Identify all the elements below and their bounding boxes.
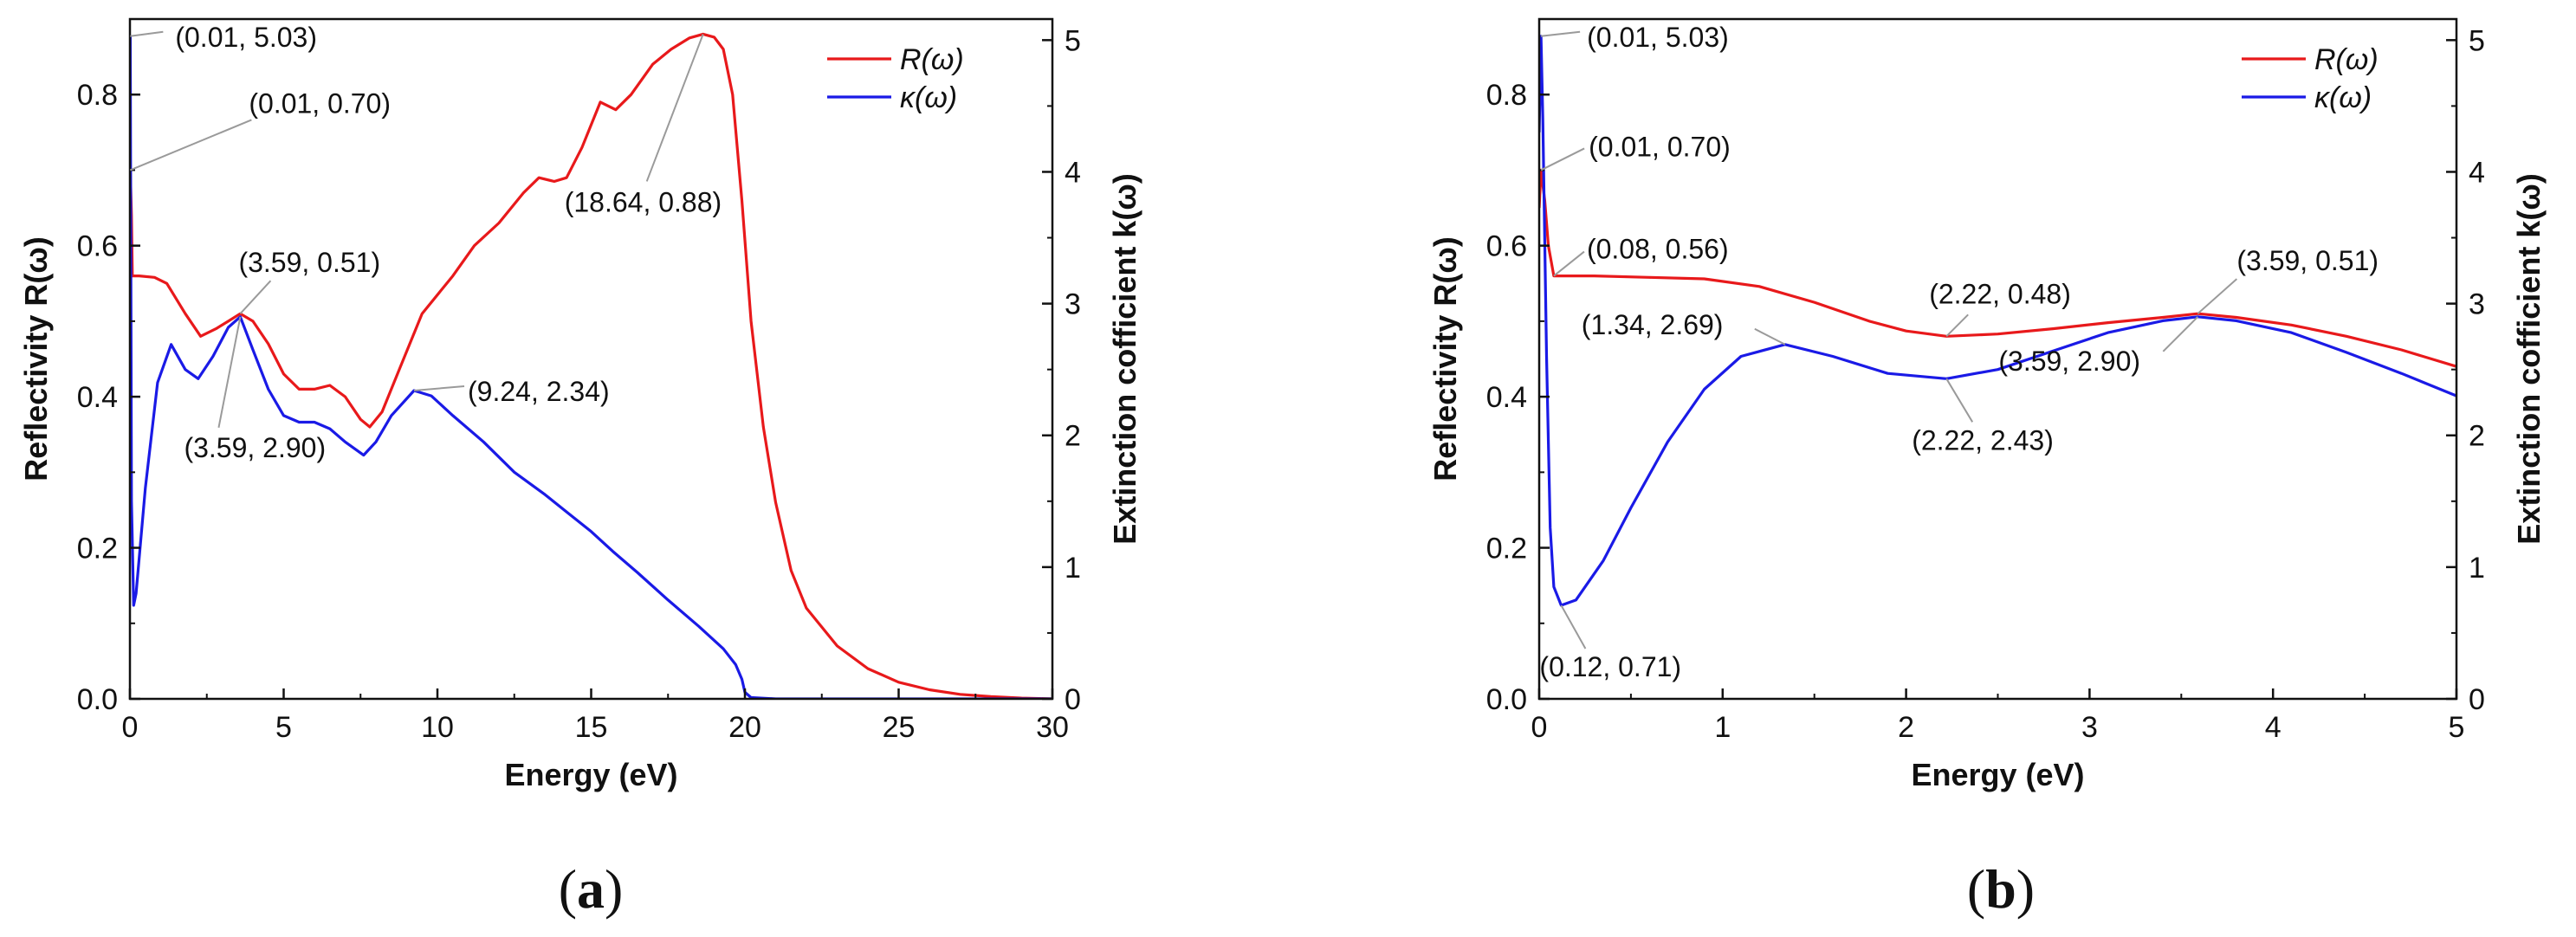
x-tick-label: 25 (883, 711, 916, 744)
annotation-label: (0.01, 0.70) (249, 87, 391, 119)
x-tick-label: 0 (122, 711, 139, 744)
y-right-axis-title: Extinction cofficient k(ω) (2511, 173, 2547, 544)
series-line-reflectivity (130, 32, 1052, 699)
y-left-tick-label: 0.4 (77, 381, 118, 414)
annotation-leader (2162, 316, 2199, 352)
x-tick-label: 1 (1714, 711, 1731, 744)
annotation-label: (3.59, 0.51) (238, 247, 380, 278)
annotation-leader (239, 280, 272, 314)
annotation-leader (130, 30, 164, 37)
y-left-tick-label: 0.8 (77, 79, 118, 112)
annotation-label: (1.34, 2.69) (1582, 309, 1724, 340)
series-line-reflectivity (1539, 168, 2456, 368)
y-left-tick-label: 0.8 (1486, 79, 1527, 112)
y-right-tick-label: 1 (1065, 552, 1081, 585)
annotation-label: (3.59, 2.90) (1998, 346, 2140, 377)
annotation-label: (0.08, 0.56) (1587, 234, 1729, 265)
y-right-axis-title: Extinction cofficient k(ω) (1107, 173, 1142, 544)
x-tick-label: 5 (2449, 711, 2465, 744)
annotation-leader (1560, 604, 1587, 649)
annotation-leader (1754, 327, 1786, 346)
y-left-tick-label: 0.6 (77, 230, 118, 263)
annotation-label: (0.01, 5.03) (1587, 22, 1729, 53)
y-left-tick-label: 0.0 (1486, 683, 1527, 716)
x-tick-label: 2 (1898, 711, 1914, 744)
annotation-label: (3.59, 0.51) (2236, 245, 2379, 276)
series-line-extinction (130, 35, 1052, 699)
annotation-label: (18.64, 0.88) (565, 186, 722, 217)
x-tick-label: 0 (1531, 711, 1548, 744)
annotation-label: (0.12, 0.71) (1539, 651, 1681, 682)
annotation-label: (0.01, 0.70) (1589, 131, 1731, 162)
annotation-label: (2.22, 0.48) (1929, 278, 2071, 309)
annotation-label: (9.24, 2.34) (468, 376, 610, 407)
y-left-tick-label: 0.0 (77, 683, 118, 716)
y-left-tick-label: 0.2 (77, 533, 118, 565)
x-tick-label: 5 (275, 711, 292, 744)
y-left-tick-label: 0.4 (1486, 381, 1527, 414)
legend-label: R(ω) (2314, 43, 2379, 76)
y-right-tick-label: 3 (1065, 288, 1081, 321)
y-right-tick-label: 2 (2469, 420, 2485, 453)
y-left-axis-title: Reflectivity R(ω) (1427, 236, 1463, 481)
legend-label: R(ω) (900, 43, 964, 76)
y-right-tick-label: 0 (1065, 683, 1081, 716)
x-tick-label: 20 (728, 711, 761, 744)
y-right-tick-label: 4 (1065, 156, 1081, 189)
annotation-leader (2197, 278, 2238, 314)
annotation-label: (0.01, 5.03) (175, 22, 317, 53)
panel-label: (a) (559, 858, 624, 920)
legend-label: κ(ω) (900, 81, 957, 114)
x-axis-title: Energy (eV) (1911, 757, 2084, 792)
y-right-tick-label: 2 (1065, 420, 1081, 453)
chart-panel-b: 0 1 2 3 4 5 0.0 0.2 0.4 0.6 0.8 0 1 2 3 4 5 Energy (eV) Re… (1427, 17, 2547, 920)
y-right-tick-label: 1 (2469, 552, 2485, 585)
y-left-tick-label: 0.2 (1486, 533, 1527, 565)
panel-label: (b) (1967, 858, 2035, 920)
y-right-tick-label: 4 (2469, 156, 2485, 189)
legend: R(ω) κ(ω) (2242, 43, 2379, 114)
x-tick-label: 15 (575, 711, 608, 744)
x-tick-label: 30 (1036, 711, 1069, 744)
annotation-leader (1553, 250, 1585, 277)
y-right-tick-label: 5 (1065, 24, 1081, 57)
annotation-leader (645, 34, 704, 182)
y-left-tick-label: 0.6 (1486, 230, 1527, 263)
annotation-leader (1540, 147, 1585, 171)
x-axis-title: Energy (eV) (504, 757, 677, 792)
annotation-leader (1945, 378, 1974, 423)
series-line-extinction (1539, 35, 2456, 607)
x-tick-label: 10 (421, 711, 454, 744)
chart-panel-a: 0 5 10 15 20 25 30 0.0 0.2 0.4 0.6 0.8 0 1 2 3 4 5 Energy … (18, 17, 1142, 920)
y-right-tick-label: 5 (2469, 24, 2485, 57)
annotation-label: (2.22, 2.43) (1912, 424, 2054, 456)
x-tick-label: 4 (2265, 711, 2282, 744)
legend: R(ω) κ(ω) (827, 43, 964, 114)
plot-frame (128, 17, 1054, 701)
annotation-leader (413, 385, 465, 392)
y-right-tick-label: 3 (2469, 288, 2485, 321)
annotation-leader (217, 316, 242, 429)
annotation-label: (3.59, 2.90) (184, 432, 326, 463)
legend-label: κ(ω) (2314, 81, 2372, 114)
y-left-axis-title: Reflectivity R(ω) (18, 236, 54, 481)
annotation-leader (1945, 313, 1969, 338)
y-right-tick-label: 0 (2469, 683, 2485, 716)
annotation-leader (129, 119, 252, 171)
annotation-leader (1541, 30, 1581, 37)
x-tick-label: 3 (2081, 711, 2098, 744)
